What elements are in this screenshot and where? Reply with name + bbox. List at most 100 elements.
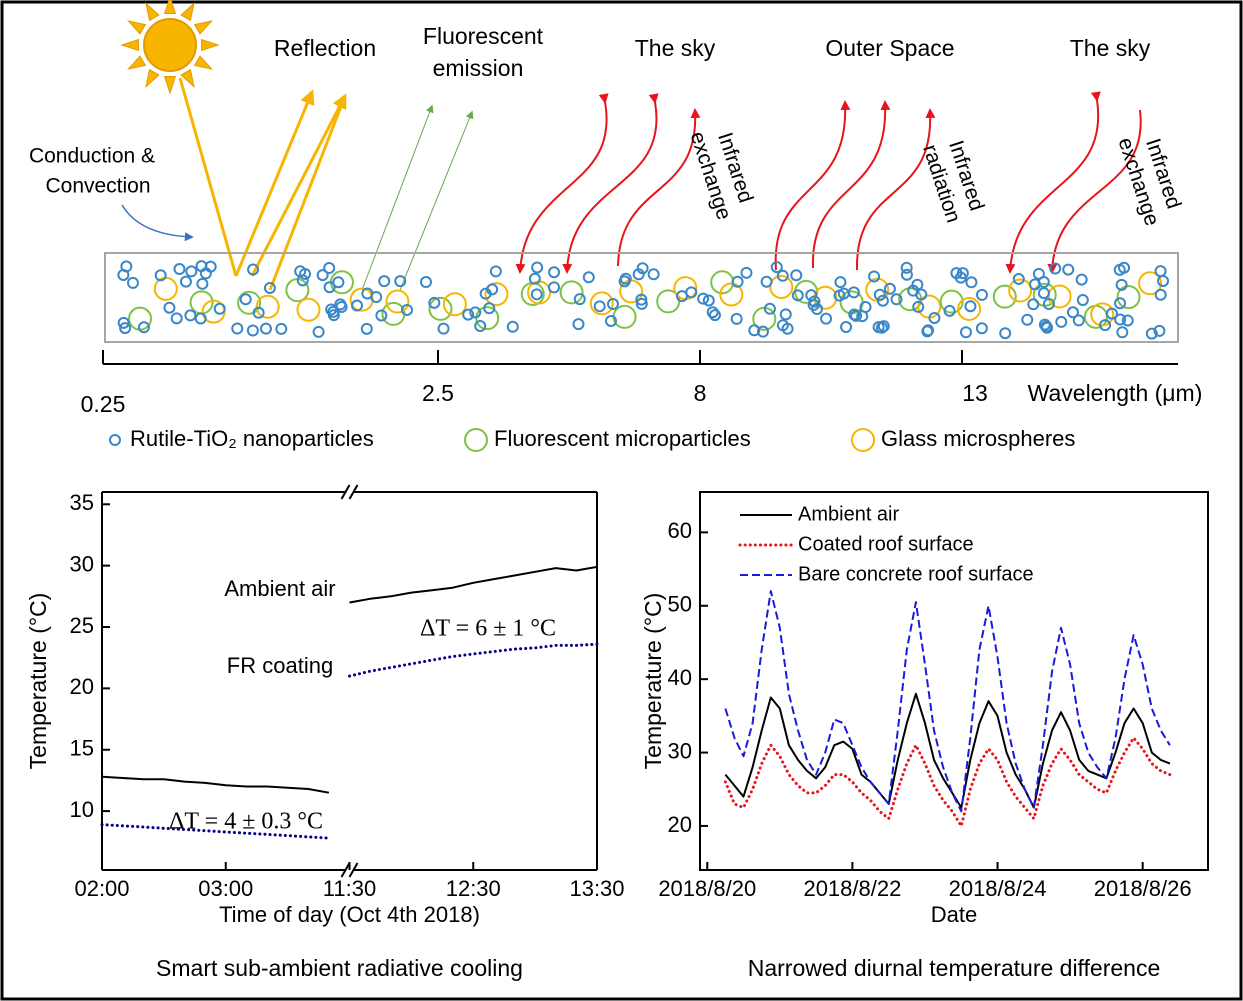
tio2-particle [1115, 278, 1128, 291]
ir-arrow [1005, 91, 1101, 274]
fluorescent-particle [237, 290, 262, 315]
tio2-particle [1066, 306, 1079, 319]
sun-ray [180, 2, 195, 22]
reflection-arrow [234, 89, 315, 277]
outer-space-label: Outer Space [825, 35, 954, 61]
tio2-particle [959, 326, 972, 339]
tio2-particle [876, 294, 889, 307]
sun-disc [143, 18, 197, 72]
tio2-particle [820, 312, 833, 325]
tio2-particle [462, 308, 475, 321]
wavelength-tick-label: 2.5 [422, 380, 454, 406]
tio2-particle [847, 286, 860, 299]
axis-break [348, 484, 359, 500]
y-tick-label: 50 [668, 592, 692, 617]
legend-label: Rutile-TiO₂ nanoparticles [130, 426, 374, 451]
tio2-particle [117, 316, 130, 329]
fluorescent-particle [992, 284, 1017, 309]
y-tick-label: 35 [70, 490, 94, 515]
x-tick-label: 11:30 [323, 876, 376, 901]
tio2-particle [834, 276, 847, 289]
caption: Smart sub-ambient radiative cooling [156, 955, 523, 981]
tio2-particle [618, 275, 631, 288]
sun-ray [193, 55, 213, 70]
y-tick-label: 30 [668, 738, 692, 763]
annotation: ΔT = 4 ± 0.3 °C [169, 809, 323, 835]
tio2-particle [548, 281, 561, 294]
tio2-particle [635, 297, 648, 310]
tio2-particle [231, 322, 244, 335]
tio2-particle [1154, 288, 1167, 301]
tio2-particle [137, 321, 150, 334]
sun-ray [145, 2, 160, 22]
wavelength-label: Wavelength (μm) [1028, 380, 1203, 406]
sky-label: The sky [1070, 35, 1151, 61]
charts: 10 15 20 25 30 35 02:00 03:00 11:30 12:30 13:30 Tim… [25, 484, 1209, 981]
sun-ray [127, 55, 147, 70]
tio2-particle [185, 265, 198, 278]
tio2-particle [868, 270, 881, 283]
tio2-particle [196, 277, 209, 290]
fluorescent-particle [1116, 285, 1141, 310]
y-tick-label: 15 [70, 736, 94, 761]
tio2-particle [1012, 272, 1025, 285]
tio2-particle [213, 302, 226, 315]
tio2-particle [1105, 307, 1118, 320]
sun-ray [163, 0, 177, 14]
tio2-particle [593, 300, 606, 313]
sky-label: The sky [635, 35, 716, 61]
tio2-particle [928, 311, 941, 324]
sun-ray [193, 20, 213, 35]
infrared-arrows [515, 91, 1142, 274]
tio2-particle [394, 275, 407, 288]
fluorescent-particle [939, 289, 964, 314]
glass-sphere [589, 291, 614, 316]
series-label: Ambient air [224, 576, 335, 601]
tio2-particle [907, 284, 920, 297]
tio2-particle [1062, 263, 1075, 276]
sun [120, 0, 220, 95]
glass-sphere [255, 294, 280, 319]
fluorescent-label: emission [433, 55, 524, 81]
tio2-particle [697, 292, 710, 305]
y-tick-label: 10 [70, 797, 94, 822]
tio2-particle [763, 302, 776, 315]
legend-symbol [851, 428, 875, 452]
glass-sphere [484, 282, 509, 307]
series-line [100, 642, 599, 840]
series-line [724, 692, 1171, 809]
x-tick-label: 03:00 [198, 876, 253, 901]
tio2-particle [275, 322, 288, 335]
fluorescent-particle [559, 280, 584, 305]
ir-arrow [562, 93, 659, 274]
tio2-particle [921, 325, 934, 338]
tio2-particle [647, 268, 660, 281]
fluorescent-arrow [399, 110, 474, 291]
tio2-particle [875, 321, 888, 334]
tio2-particle [312, 325, 325, 338]
tio2-particle [299, 267, 312, 280]
tio2-particle [1114, 313, 1127, 326]
legend-label: Fluorescent microparticles [494, 426, 751, 451]
tio2-particle [378, 275, 391, 288]
series-line [723, 736, 1172, 828]
sun-ray [145, 68, 160, 88]
tio2-particle [239, 293, 252, 306]
tio2-particle [965, 276, 978, 289]
conduction-label: Conduction & [29, 145, 155, 168]
tio2-particle [850, 309, 863, 322]
glass-sphere [719, 282, 744, 307]
tio2-particle [883, 282, 896, 295]
tio2-particle [335, 300, 348, 313]
series-line [724, 590, 1171, 813]
tio2-particle [360, 322, 373, 335]
tio2-particle [483, 302, 496, 315]
tio2-particle [323, 281, 336, 294]
tio2-particle [840, 321, 853, 334]
coating-layer [104, 252, 1179, 343]
tio2-particle [1041, 321, 1054, 334]
ir-arrow [855, 108, 936, 271]
tio2-particle [731, 275, 744, 288]
